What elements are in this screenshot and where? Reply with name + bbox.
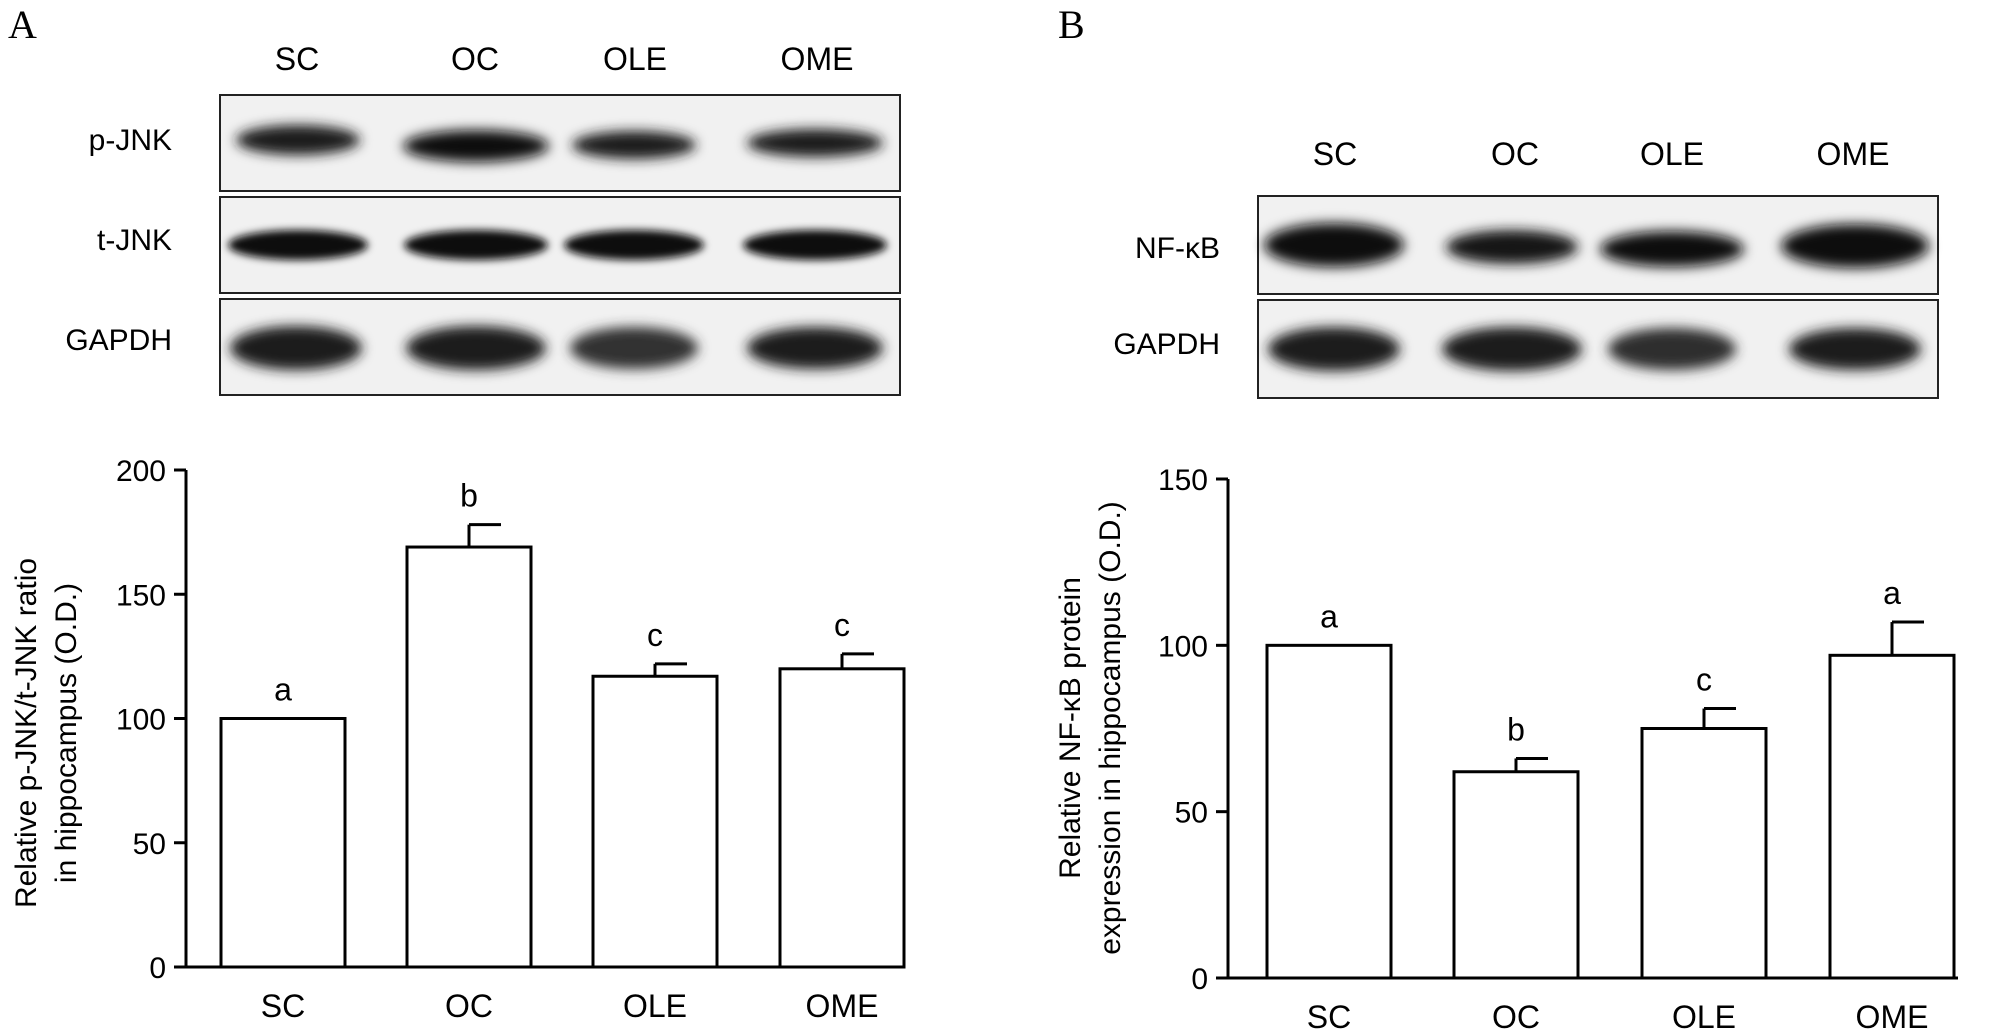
chart-b-ylabel-line: Relative NF-κB protein — [1054, 577, 1087, 879]
band — [572, 131, 696, 159]
chart-a-bar — [405, 545, 533, 969]
chart-a-significance-label: c — [834, 607, 850, 643]
band — [570, 327, 698, 369]
chart-b-category-label: SC — [1307, 999, 1351, 1031]
band — [1600, 231, 1744, 267]
chart-a-y-tick-label: 0 — [149, 952, 166, 985]
chart-b-bar — [1452, 770, 1580, 980]
panel-a-lane-label: OLE — [603, 41, 667, 77]
chart-a-category-label: OC — [445, 988, 493, 1024]
panel-a-blot-pjnk — [219, 94, 901, 192]
panel-a-blot-gapdh — [219, 298, 901, 396]
panel-a-row-label: GAPDH — [65, 324, 172, 357]
chart-b-category-label: OLE — [1672, 999, 1736, 1031]
panel-b-lane-label: OLE — [1640, 136, 1704, 172]
band — [747, 129, 883, 157]
chart-a-category-label: OLE — [623, 988, 687, 1024]
chart-b-ylabel: Relative NF-κB protein expression in hip… — [1054, 501, 1127, 955]
band — [1442, 327, 1582, 371]
band — [747, 327, 883, 369]
band — [403, 130, 549, 162]
panel-a: A SC OC OLE OME p-JNK t-JNK GAPDH — [8, 2, 906, 1024]
band — [1608, 328, 1736, 370]
panel-b-lane-label: SC — [1313, 136, 1357, 172]
panel-a-lane-label: OC — [451, 41, 499, 77]
chart-b-y-tick-label: 100 — [1158, 630, 1208, 663]
chart-b-category-label: OME — [1856, 999, 1929, 1031]
band — [1268, 327, 1400, 371]
panel-b-blot-nfkb — [1257, 195, 1939, 295]
band — [406, 326, 546, 370]
panel-a-lane-label: OME — [781, 41, 854, 77]
band — [564, 230, 704, 260]
chart-a-y-tick-label: 100 — [116, 704, 166, 737]
chart-a-y-tick-label: 150 — [116, 579, 166, 612]
chart-b-y-tick-label: 50 — [1175, 797, 1208, 830]
chart-a-ylabel-line: in hippocampus (O.D.) — [50, 583, 83, 883]
panel-b-lane-label: OME — [1817, 136, 1890, 172]
panel-b-lane-label: OC — [1491, 136, 1539, 172]
chart-b: 0 50 100 150 a SC b OC c OLE a OME — [1158, 464, 1958, 1031]
chart-a-bar — [591, 674, 719, 969]
chart-b-y-tick-label: 0 — [1191, 963, 1208, 996]
band — [1781, 224, 1929, 268]
chart-b-bar — [1828, 653, 1956, 980]
chart-a-significance-label: c — [647, 617, 663, 653]
panel-a-blot-tjnk — [219, 196, 901, 294]
chart-b-y-tick-label: 150 — [1158, 464, 1208, 497]
chart-b-significance-label: c — [1696, 662, 1712, 698]
chart-a-ylabel-line: Relative p-JNK/t-JNK ratio — [10, 558, 43, 908]
panel-a-row-label: p-JNK — [89, 124, 172, 157]
band — [236, 125, 360, 155]
chart-a-significance-label: b — [460, 478, 478, 514]
band — [1446, 230, 1578, 264]
panel-a-letter: A — [8, 2, 37, 47]
chart-b-bar — [1640, 727, 1768, 980]
panel-b: B SC OC OLE OME NF-κB GAPDH Relative NF-… — [1054, 2, 1958, 1031]
chart-a-ylabel: Relative p-JNK/t-JNK ratio in hippocampu… — [10, 558, 83, 908]
panel-a-lane-label: SC — [275, 41, 319, 77]
band — [230, 326, 362, 370]
band — [1264, 223, 1404, 267]
chart-a-bar — [219, 717, 347, 969]
chart-a-y-tick-label: 200 — [116, 455, 166, 488]
panel-b-letter: B — [1058, 2, 1085, 47]
chart-b-significance-label: a — [1883, 575, 1901, 611]
band — [743, 230, 887, 260]
band — [404, 230, 548, 260]
chart-b-significance-label: a — [1320, 598, 1338, 634]
panel-b-blot-gapdh — [1257, 299, 1939, 399]
panel-b-row-label: GAPDH — [1113, 328, 1220, 361]
panel-a-row-label: t-JNK — [97, 224, 172, 257]
chart-b-significance-label: b — [1507, 711, 1525, 747]
chart-b-ylabel-line: expression in hippocampus (O.D.) — [1094, 501, 1127, 955]
chart-b-bar — [1265, 643, 1393, 980]
band — [1789, 328, 1921, 370]
chart-a-y-tick-label: 50 — [133, 828, 166, 861]
chart-a-category-label: OME — [806, 988, 879, 1024]
chart-b-category-label: OC — [1492, 999, 1540, 1031]
chart-a-significance-label: a — [274, 672, 292, 708]
panel-b-row-label: NF-κB — [1135, 232, 1220, 265]
chart-a-category-label: SC — [261, 988, 305, 1024]
band — [228, 230, 368, 260]
chart-a-bar — [778, 667, 906, 969]
chart-a: 0 50 100 150 200 a SC b OC c OLE c OME — [116, 455, 906, 1024]
